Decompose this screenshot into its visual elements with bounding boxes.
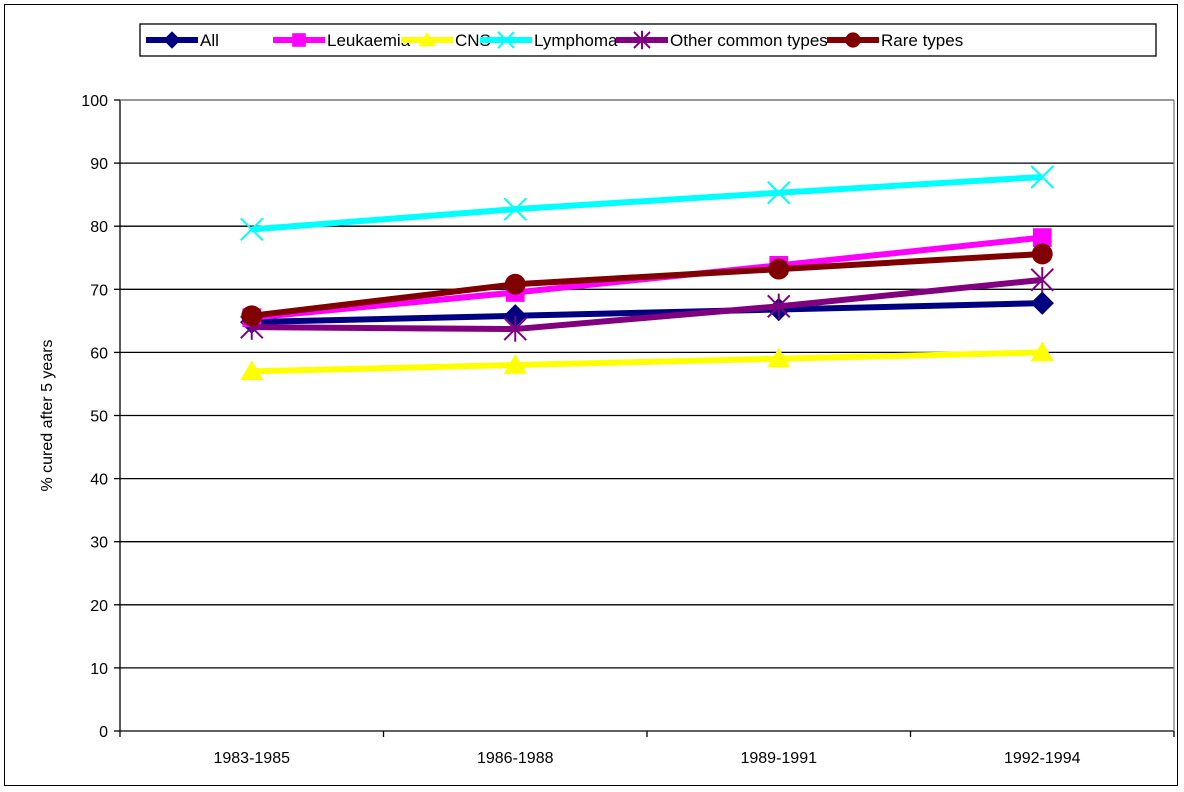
y-tick-label: 100 [81,93,108,110]
series-line [251,300,1043,326]
data-point-diamond [1030,291,1054,315]
data-point-triangle [1030,341,1054,362]
data-point-circle [1031,243,1053,265]
legend-label: Rare types [881,31,963,50]
x-tick-labels: 1983-1985 1986-1988 1989-1991 1992-1994 [213,750,1080,767]
series-lymphoma [240,165,1054,242]
legend-marker-square [292,33,306,47]
legend-item: All [146,31,219,50]
axes [114,99,1175,737]
series-rare-types [241,243,1053,327]
series-line [251,173,1043,233]
legend-marker-triangle [418,32,436,47]
y-tick-labels: 0 10 20 30 40 50 60 70 80 90 100 [81,93,108,741]
y-tick-label: 60 [90,345,108,362]
series-line [251,276,1043,333]
x-tick-label: 1986-1988 [477,750,554,767]
legend-marker-asterisk [633,30,651,50]
data-point-circle [504,273,526,295]
x-tick-label: 1992-1994 [1004,750,1081,767]
y-tick-label: 30 [90,535,108,552]
data-point-x [503,197,527,221]
legend-marker-diamond [163,31,181,49]
y-tick-label: 90 [90,156,108,173]
data-point-x [240,217,264,242]
legend-item: CNS [401,31,491,50]
data-point-x [1030,165,1054,189]
y-tick-label: 10 [90,661,108,678]
data-point-asterisk [503,316,527,342]
x-tick-label: 1983-1985 [213,750,290,767]
series-lines [240,165,1054,381]
legend-item: Rare types [827,31,963,50]
y-tick-label: 80 [90,219,108,236]
legend-label: Lymphoma [534,31,618,50]
y-tick-label: 50 [90,409,108,426]
x-tick-label: 1989-1991 [740,750,817,767]
data-point-circle [241,305,263,327]
legend-label: Other common types [670,31,828,50]
legend-label: CNS [455,31,491,50]
data-point-asterisk [767,293,791,319]
y-axis-title: % cured after 5 years [39,339,56,491]
series-line [251,349,1043,375]
y-tick-label: 70 [90,282,108,299]
legend-label: All [200,31,219,50]
series-line [251,250,1043,319]
legend-item: Leukaemia [273,31,411,50]
data-point-triangle [240,360,264,381]
y-tick-label: 20 [90,598,108,615]
legend-item: Lymphoma [480,31,618,50]
data-point-triangle [503,354,527,374]
legend-marker-x [497,31,515,49]
legend: All Leukaemia CNS Lymphoma Other common type… [139,23,1157,57]
legend-item: Other common types [616,30,828,50]
data-point-x [767,181,791,205]
y-tick-label: 0 [99,724,108,741]
y-tick-label: 40 [90,472,108,489]
data-point-circle [768,258,790,280]
data-point-triangle [767,347,791,368]
legend-marker-circle [845,32,861,48]
data-point-square [1032,228,1052,247]
legend-label: Leukaemia [327,31,411,50]
data-point-asterisk [1030,267,1054,293]
series-cns [240,341,1054,381]
